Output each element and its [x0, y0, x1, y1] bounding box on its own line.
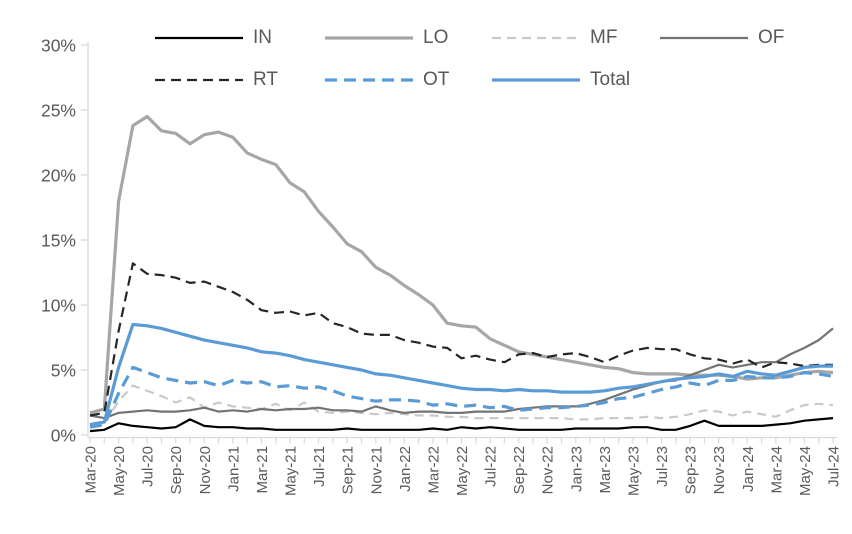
x-axis-tick-label: Jan-21	[225, 446, 242, 492]
series-line-LO	[89, 114, 834, 415]
y-axis-tick-label: 25%	[41, 101, 76, 121]
x-axis-tick-label: Nov-20	[197, 446, 214, 494]
series-line-RT	[89, 262, 833, 417]
y-axis-tick-label: 20%	[41, 166, 76, 186]
legend-item-total: Total	[492, 68, 630, 92]
series-line-OT	[89, 365, 834, 429]
x-axis-tick-label: Jul-24	[826, 446, 843, 487]
legend-item-ot: OT	[325, 68, 449, 92]
y-axis-tick-label: 10%	[41, 296, 76, 316]
x-axis-tick-label: Jul-22	[483, 446, 500, 487]
legend-line-icon	[155, 36, 243, 40]
x-axis-tick-label: May-21	[283, 446, 300, 496]
x-axis-tick-label: Mar-22	[425, 446, 442, 494]
y-axis-tick-label: 15%	[41, 231, 76, 251]
x-axis-tick-label: May-24	[797, 446, 814, 496]
legend-line-icon	[492, 36, 580, 40]
series-line-Total	[89, 322, 833, 427]
x-axis-tick-label: Sep-20	[168, 446, 185, 494]
y-axis-tick-label: 5%	[51, 361, 76, 381]
x-axis-tick-label: Sep-23	[683, 446, 700, 494]
x-axis-tick-label: Mar-24	[768, 446, 785, 494]
x-axis-tick-label: Mar-20	[83, 446, 100, 494]
x-axis-tick-label: Mar-23	[597, 446, 614, 494]
legend-line-icon	[325, 36, 413, 40]
legend-label: RT	[253, 69, 278, 90]
legend-item-lo: LO	[325, 26, 448, 50]
chart-legend: IN LO MF OF RT OT Total	[0, 0, 852, 110]
legend-label: IN	[253, 27, 272, 48]
series-line-MF	[89, 384, 834, 426]
legend-line-icon	[492, 78, 580, 82]
x-axis-tick-label: Jan-22	[397, 446, 414, 492]
legend-line-icon	[325, 78, 413, 82]
x-axis-tick-label: Jul-23	[654, 446, 671, 487]
legend-label: OT	[423, 69, 450, 90]
series-line-OF	[89, 327, 834, 420]
x-axis-tick-label: Mar-21	[254, 446, 271, 494]
legend-line-icon	[660, 36, 748, 40]
x-axis-tick-label: Jan-23	[568, 446, 585, 492]
x-axis-tick-label: Jan-24	[740, 446, 757, 492]
x-axis-tick-label: Sep-22	[511, 446, 528, 494]
legend-line-icon	[155, 78, 243, 82]
y-axis-tick-label: 30%	[41, 36, 76, 56]
x-axis-tick-label: Nov-23	[711, 446, 728, 494]
x-axis-tick-label: Jul-21	[311, 446, 328, 487]
legend-label: OF	[758, 27, 785, 48]
legend-label: MF	[590, 27, 618, 48]
y-axis-tick-label: 0%	[51, 426, 76, 446]
x-axis-tick-label: May-23	[625, 446, 642, 496]
legend-label: LO	[423, 27, 449, 48]
series-line-IN	[89, 417, 834, 433]
x-axis-tick-label: Jul-20	[140, 446, 157, 487]
legend-item-mf: MF	[492, 26, 617, 50]
x-axis-tick-label: Nov-21	[368, 446, 385, 494]
legend-item-rt: RT	[155, 68, 278, 92]
legend-item-in: IN	[155, 26, 272, 50]
x-axis-tick-label: May-20	[111, 446, 128, 496]
x-axis-tick-label: Nov-22	[540, 446, 557, 494]
x-axis-tick-label: May-22	[454, 446, 471, 496]
legend-label: Total	[590, 69, 631, 90]
x-axis-tick-label: Sep-21	[340, 446, 357, 494]
legend-item-of: OF	[660, 26, 784, 50]
